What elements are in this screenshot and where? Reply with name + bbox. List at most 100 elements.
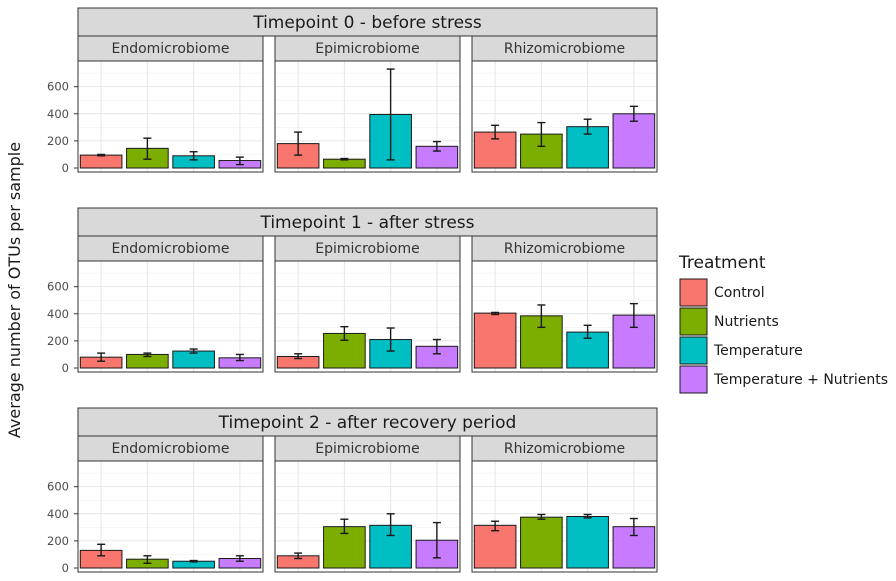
panel-border [77, 260, 264, 373]
facet-rhizomicrobiome: Rhizomicrobiome [471, 35, 658, 173]
y-tick-label: 200 [47, 534, 69, 548]
error-bar [143, 352, 152, 358]
timepoint-title: Timepoint 0 - before stress [252, 13, 482, 33]
error-bar [386, 68, 395, 161]
error-bar [583, 513, 592, 519]
facet-strip [471, 435, 658, 462]
facet-strip [274, 435, 461, 462]
facet-strip [77, 435, 264, 462]
facet-endomicrobiome: Endomicrobiome [77, 35, 264, 173]
error-bar [97, 153, 106, 157]
facet-label: Rhizomicrobiome [504, 241, 625, 257]
facet-endomicrobiome: Endomicrobiome [77, 235, 264, 373]
facet-label: Rhizomicrobiome [504, 41, 625, 57]
error-bar [491, 124, 500, 140]
bar-control [473, 312, 517, 369]
bar-control [79, 154, 123, 169]
panel-timepoint-0: Timepoint 0 - before stress 0 200 400 600 End… [47, 7, 658, 175]
error-bar [143, 555, 152, 564]
error-bar [629, 105, 638, 122]
facet-strip [77, 235, 264, 262]
error-bar [386, 327, 395, 352]
facet-epimicrobiome: Epimicrobiome [274, 435, 461, 573]
facet-label: Endomicrobiome [111, 241, 229, 257]
timepoint-title: Timepoint 2 - after recovery period [218, 413, 517, 433]
facet-label: Epimicrobiome [315, 41, 419, 57]
y-tick-label: 400 [47, 507, 69, 521]
y-tick-label: 400 [47, 307, 69, 321]
bar-nutrients [520, 516, 563, 569]
y-tick-label: 600 [47, 80, 69, 94]
legend: Treatment Control Nutrients Temperature Tem… [678, 253, 888, 394]
legend-swatch [679, 278, 708, 307]
error-bar [629, 302, 638, 329]
bar-control [473, 524, 517, 569]
legend-label: Temperature + Nutrients [713, 372, 888, 388]
y-tick-label: 200 [47, 334, 69, 348]
error-bar [235, 156, 244, 166]
y-tick-label: 0 [62, 561, 69, 575]
plot-background [78, 61, 263, 172]
panel-border [471, 260, 658, 373]
facet-label: Rhizomicrobiome [504, 441, 625, 457]
timepoint-strip [77, 7, 658, 37]
error-bar [491, 311, 500, 316]
panel-border [274, 60, 461, 173]
y-tick-label: 600 [47, 280, 69, 294]
error-bar [189, 348, 198, 354]
error-bar [537, 304, 546, 329]
legend-title: Treatment [678, 253, 766, 273]
legend-swatch [679, 307, 708, 336]
y-tick-label: 0 [62, 361, 69, 375]
facet-rhizomicrobiome: Rhizomicrobiome [471, 235, 658, 373]
y-tick-label: 0 [62, 161, 69, 175]
facet-epimicrobiome: Epimicrobiome [274, 35, 461, 173]
panel-border [471, 460, 658, 573]
error-bar [432, 140, 441, 152]
y-tick-label: 600 [47, 480, 69, 494]
error-bar [340, 325, 349, 341]
timepoint-strip [77, 407, 658, 437]
panels-layer: Timepoint 0 - before stress 0 200 400 600 End… [47, 7, 658, 575]
error-bar [386, 513, 395, 537]
facet-epimicrobiome: Epimicrobiome [274, 235, 461, 373]
legend-label: Temperature [713, 343, 803, 359]
error-bar [235, 555, 244, 562]
error-bar [340, 518, 349, 535]
facet-strip [471, 35, 658, 62]
error-bar [143, 137, 152, 160]
error-bar [629, 517, 638, 537]
facet-label: Endomicrobiome [111, 441, 229, 457]
error-bar [583, 324, 592, 339]
timepoint-title: Timepoint 1 - after stress [259, 213, 474, 233]
legend-swatch [679, 336, 708, 365]
panel-timepoint-1: Timepoint 1 - after stress 0 200 400 600 Endo… [47, 207, 658, 375]
legend-label: Nutrients [714, 314, 779, 330]
error-bar [189, 151, 198, 161]
facet-endomicrobiome: Endomicrobiome [77, 435, 264, 573]
legend-label: Control [714, 285, 765, 301]
error-bar [97, 352, 106, 362]
error-bar [189, 559, 198, 563]
bar-temperature-nutrients [612, 113, 656, 169]
panel-border [274, 260, 461, 373]
panel-border [471, 60, 658, 173]
facet-label: Endomicrobiome [111, 41, 229, 57]
error-bar [340, 157, 349, 161]
facet-label: Epimicrobiome [315, 441, 419, 457]
facet-rhizomicrobiome: Rhizomicrobiome [471, 435, 658, 573]
error-bar [97, 543, 106, 557]
error-bar [537, 121, 546, 148]
error-bar [537, 513, 546, 520]
y-tick-label: 200 [47, 134, 69, 148]
y-tick-label: 400 [47, 107, 69, 121]
error-bar [294, 131, 303, 156]
facet-strip [471, 235, 658, 262]
error-bar [294, 353, 303, 360]
y-axis-title: Average number of OTUs per sample [5, 142, 24, 438]
plot-background [78, 261, 263, 372]
facet-label: Epimicrobiome [315, 241, 419, 257]
panel-timepoint-2: Timepoint 2 - after recovery period 0 200 4… [47, 407, 658, 575]
legend-swatch [679, 365, 708, 394]
